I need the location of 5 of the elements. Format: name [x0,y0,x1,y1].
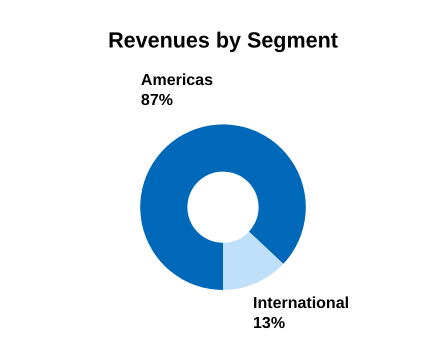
data-label: 87% [140,92,173,110]
slice-label: International [253,295,350,312]
data-label: 13% [253,315,286,332]
slice-label: Americas [140,72,214,90]
chart-title: Revenues by Segment [108,27,338,52]
